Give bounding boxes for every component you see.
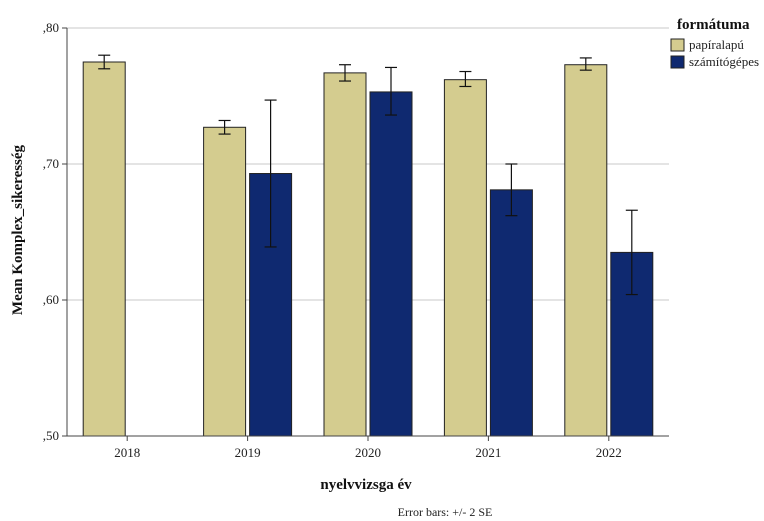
error-bars — [98, 54, 638, 296]
x-tick-label: 2020 — [355, 445, 381, 460]
error-bars-footnote: Error bars: +/- 2 SE — [398, 505, 493, 519]
y-tick-label: ,70 — [43, 156, 59, 171]
x-axis-title: nyelvvizsga év — [320, 477, 412, 493]
bar-szamitogepes-2021 — [489, 189, 533, 437]
bar-papiralapu-2018 — [82, 61, 126, 437]
legend-title: formátuma — [677, 17, 750, 33]
axes: ,50 ,60 ,70 ,80 2018 2019 2020 2021 2022 — [43, 20, 669, 460]
bar-papiralapu-2022 — [564, 64, 608, 437]
x-tick-label: 2021 — [475, 445, 501, 460]
bar-szamitogepes-2020 — [369, 91, 413, 437]
bar-papiralapu-2021 — [443, 79, 487, 437]
x-tick-label: 2018 — [114, 445, 140, 460]
x-tick-label: 2022 — [596, 445, 622, 460]
bar-papiralapu-2020 — [323, 72, 367, 437]
y-tick-label: ,60 — [43, 292, 59, 307]
y-tick-label: ,80 — [43, 20, 59, 35]
y-tick-label: ,50 — [43, 428, 59, 443]
legend-swatch — [670, 55, 685, 69]
bars — [82, 61, 654, 437]
y-axis-title: Mean Komplex_sikeresség — [10, 144, 26, 315]
legend-label: papíralapú — [689, 37, 744, 52]
legend-label: számítógépes — [689, 54, 759, 69]
legend: formátuma papíralapú számítógépes — [670, 17, 759, 69]
x-tick-label: 2019 — [235, 445, 261, 460]
legend-swatch — [670, 38, 685, 52]
bar-papiralapu-2019 — [203, 126, 247, 437]
